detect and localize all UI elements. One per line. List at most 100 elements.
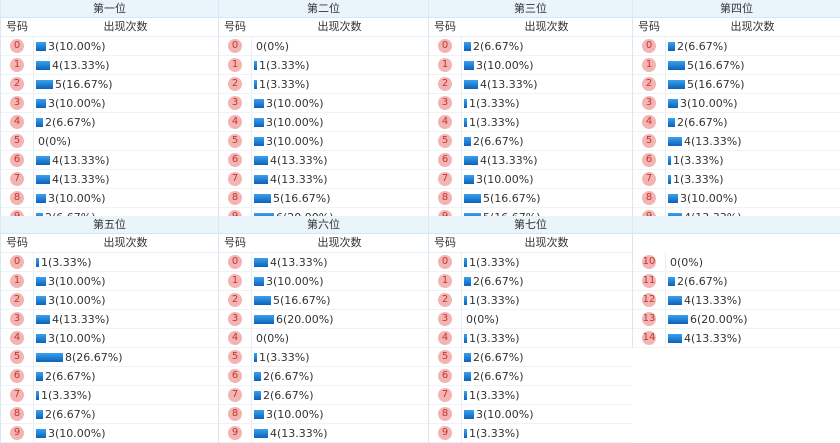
number-cell: 2 [219,293,251,307]
count-cell: 1(3.33%) [461,329,632,347]
number-cell: 5 [429,134,461,148]
position-panel: 第七位 号码 出现次数 0 1(3.33%) 1 2(6.67%) 2 1(3.33%) 3 0(0… [428,216,632,443]
count-text: 6(20.00%) [690,312,748,326]
number-ball: 6 [228,153,242,167]
count-text: 0(0%) [256,39,290,53]
number-ball: 5 [642,134,656,148]
frequency-bar [254,295,271,305]
frequency-bar [464,136,471,146]
number-cell: 5 [1,350,33,364]
count-cell: 3(10.00%) [33,94,218,112]
number-cell: 8 [1,191,33,205]
count-cell: 2(6.67%) [251,367,428,385]
count-text: 1(3.33%) [469,426,520,440]
frequency-bar [668,193,678,203]
number-cell: 6 [429,153,461,167]
number-cell: 13 [633,312,665,326]
count-text: 1(3.33%) [259,58,310,72]
number-cell: 3 [633,96,665,110]
number-cell: 5 [633,134,665,148]
count-cell: 3(10.00%) [251,405,428,423]
table-row: 7 1(3.33%) [429,386,632,405]
number-ball: 2 [438,77,452,91]
frequency-bar [464,371,471,381]
count-text: 6(20.00%) [276,312,334,326]
table-row: 7 3(10.00%) [429,170,632,189]
table-row: 3 3(10.00%) [219,94,428,113]
panel-title: 第六位 [219,216,428,234]
count-cell: 3(10.00%) [33,272,218,290]
number-column-header: 号码 [434,20,456,33]
count-text: 5(16.67%) [55,77,113,91]
count-cell: 3(10.00%) [665,94,840,112]
count-cell: 1(3.33%) [461,253,632,271]
count-cell: 1(3.33%) [461,386,632,404]
number-cell: 7 [429,388,461,402]
number-ball: 4 [228,115,242,129]
count-cell: 1(3.33%) [251,56,428,74]
count-cell: 4(13.33%) [665,329,840,347]
number-ball: 4 [228,331,242,345]
count-cell: 3(10.00%) [461,56,632,74]
count-text: 4(13.33%) [684,293,742,307]
frequency-bar [668,333,682,343]
count-cell: 3(10.00%) [461,170,632,188]
number-cell: 2 [219,77,251,91]
number-cell: 1 [219,58,251,72]
count-text: 3(10.00%) [48,331,106,345]
frequency-bar [464,409,474,419]
number-ball: 5 [438,350,452,364]
table-row: 0 1(3.33%) [429,253,632,272]
number-ball: 8 [228,407,242,421]
count-text: 8(26.67%) [65,350,123,364]
number-cell: 3 [1,96,33,110]
frequency-bar [36,295,46,305]
frequency-bar [36,371,43,381]
count-cell: 3(10.00%) [33,329,218,347]
number-cell: 11 [633,274,665,288]
count-cell: 3(10.00%) [251,94,428,112]
table-row: 2 5(16.67%) [219,291,428,310]
panel-header-row: 号码 出现次数 [633,18,840,37]
count-text: 2(6.67%) [473,39,524,53]
number-cell: 6 [429,369,461,383]
frequency-bar [668,295,682,305]
count-cell: 3(10.00%) [251,132,428,150]
count-text: 4(13.33%) [52,172,110,186]
number-cell: 4 [633,115,665,129]
number-cell: 1 [219,274,251,288]
frequency-bar [254,136,264,146]
table-row: 9 1(3.33%) [429,424,632,443]
frequency-bar [464,117,467,127]
panel-title: 第五位 [1,216,218,234]
count-text: 5(16.67%) [483,191,541,205]
number-cell: 2 [429,77,461,91]
frequency-bar [254,98,264,108]
frequency-bar [254,174,268,184]
table-row: 2 1(3.33%) [219,75,428,94]
number-ball: 4 [438,331,452,345]
table-row: 4 2(6.67%) [633,113,840,132]
count-text: 3(10.00%) [266,407,324,421]
frequency-bar [36,333,46,343]
frequency-bar [464,257,467,267]
number-cell: 7 [219,388,251,402]
count-text: 5(16.67%) [687,77,745,91]
count-text: 2(6.67%) [45,115,96,129]
table-row: 8 3(10.00%) [1,189,218,208]
number-cell: 1 [1,274,33,288]
table-row: 6 2(6.67%) [1,367,218,386]
number-cell: 8 [429,407,461,421]
count-text: 4(13.33%) [270,426,328,440]
number-ball: 7 [228,388,242,402]
frequency-bar [254,352,257,362]
table-row: 1 4(13.33%) [1,56,218,75]
frequency-bar [668,98,678,108]
panel-header-row: 号码 出现次数 [1,234,218,253]
number-ball: 0 [438,255,452,269]
number-cell: 9 [429,426,461,440]
frequency-bar [668,136,682,146]
table-row: 4 1(3.33%) [429,113,632,132]
number-cell: 3 [429,96,461,110]
count-text: 4(13.33%) [480,153,538,167]
